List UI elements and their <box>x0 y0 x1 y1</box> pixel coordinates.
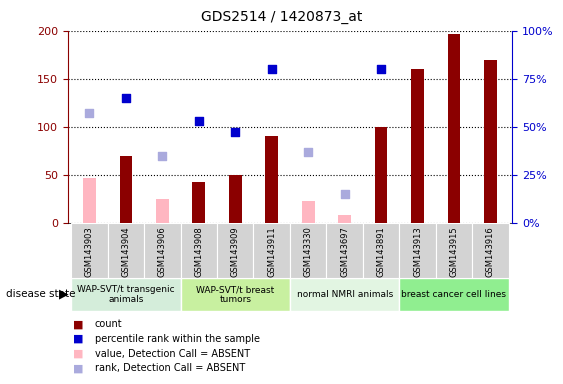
Text: GSM143330: GSM143330 <box>303 227 312 278</box>
Bar <box>71 223 108 278</box>
Bar <box>363 223 399 278</box>
Bar <box>448 34 461 223</box>
Text: disease state: disease state <box>6 289 75 299</box>
Point <box>231 129 240 136</box>
Bar <box>181 278 290 311</box>
Text: percentile rank within the sample: percentile rank within the sample <box>95 334 260 344</box>
Bar <box>436 223 472 278</box>
Bar <box>144 223 181 278</box>
Bar <box>290 223 327 278</box>
Bar <box>83 178 96 223</box>
Bar <box>71 278 181 311</box>
Text: GSM143916: GSM143916 <box>486 227 495 277</box>
Bar <box>217 223 253 278</box>
Bar <box>327 223 363 278</box>
Text: GSM143697: GSM143697 <box>340 227 349 278</box>
Text: GSM143909: GSM143909 <box>231 227 240 277</box>
Text: count: count <box>95 319 122 329</box>
Text: GSM143908: GSM143908 <box>194 227 203 277</box>
Point <box>377 66 386 72</box>
Point <box>449 3 458 9</box>
Text: GSM143911: GSM143911 <box>267 227 276 277</box>
Point <box>340 191 349 197</box>
Text: WAP-SVT/t transgenic
animals: WAP-SVT/t transgenic animals <box>77 285 175 305</box>
Bar <box>181 223 217 278</box>
Point <box>194 118 203 124</box>
Point <box>122 95 131 101</box>
Text: GSM143913: GSM143913 <box>413 227 422 277</box>
Text: value, Detection Call = ABSENT: value, Detection Call = ABSENT <box>95 349 250 359</box>
Point <box>267 66 276 72</box>
Text: GSM143906: GSM143906 <box>158 227 167 277</box>
Bar <box>290 278 399 311</box>
Text: ▶: ▶ <box>59 287 69 300</box>
Text: ■: ■ <box>73 349 84 359</box>
Bar <box>193 182 205 223</box>
Bar <box>472 223 509 278</box>
Point <box>303 149 312 155</box>
Bar <box>302 200 315 223</box>
Text: breast cancer cell lines: breast cancer cell lines <box>401 290 507 299</box>
Bar <box>265 136 278 223</box>
Bar <box>375 127 387 223</box>
Text: GSM143904: GSM143904 <box>122 227 131 277</box>
Text: rank, Detection Call = ABSENT: rank, Detection Call = ABSENT <box>95 363 245 373</box>
Text: ■: ■ <box>73 363 84 373</box>
Point <box>413 16 422 22</box>
Bar <box>484 60 497 223</box>
Bar <box>338 215 351 223</box>
Text: WAP-SVT/t breast
tumors: WAP-SVT/t breast tumors <box>196 285 274 305</box>
Text: normal NMRI animals: normal NMRI animals <box>297 290 393 299</box>
Text: ■: ■ <box>73 319 84 329</box>
Point <box>85 110 94 116</box>
Text: GDS2514 / 1420873_at: GDS2514 / 1420873_at <box>201 10 362 23</box>
Bar <box>411 69 424 223</box>
Point <box>158 152 167 159</box>
Bar <box>253 223 290 278</box>
Bar <box>399 223 436 278</box>
Bar <box>156 199 169 223</box>
Text: GSM143915: GSM143915 <box>449 227 458 277</box>
Text: GSM143903: GSM143903 <box>85 227 94 277</box>
Bar <box>119 156 132 223</box>
Bar <box>399 278 509 311</box>
Bar <box>108 223 144 278</box>
Point <box>486 22 495 28</box>
Text: ■: ■ <box>73 334 84 344</box>
Bar <box>229 175 242 223</box>
Text: GSM143891: GSM143891 <box>377 227 386 277</box>
